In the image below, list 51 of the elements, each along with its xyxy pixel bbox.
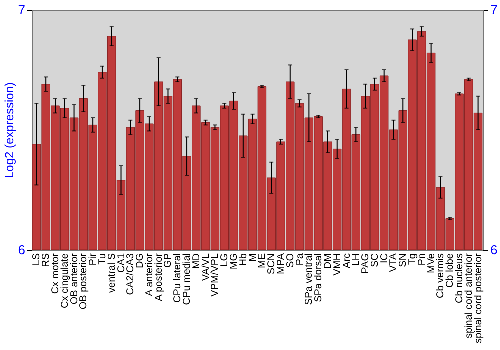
x-tick-label: RS [41,253,52,268]
x-tick-label: SCN [266,254,278,275]
x-tick-label: ME [257,253,268,268]
x-tick-label: spinal cord posterior [473,252,484,344]
x-tick-label: Pir [88,252,100,266]
x-tick-label: ventral S [106,253,118,293]
x-tick-label: LS [32,253,43,266]
x-tick-label: DM [322,254,334,270]
x-tick-label: VPM/VPL [210,253,222,297]
x-tick-label: SN [398,254,410,268]
x-tick-label: LG [220,253,231,267]
y-axis-title: Log2 (expression) [2,82,16,179]
x-tick-label: MD [191,254,202,270]
x-tick-label: Cb vermis [436,254,447,299]
x-tick-label: SPa ventral [304,254,316,306]
x-tick-label: MPA [276,253,287,274]
x-tick-label: CPu medial [182,254,194,306]
y2-tick-label: 7 [490,2,498,18]
x-tick-label: VTA [388,253,400,272]
x-tick-label: SC [370,254,381,268]
x-tick-label: Cb lobe [445,253,456,288]
x-tick-label: MG [229,253,240,270]
x-tick-label: MVe [426,253,438,274]
x-tick-label: spinal cord anterior [464,252,475,339]
y2-tick-label: 6 [490,242,498,258]
x-tick-label: OB anterior [69,252,80,305]
x-tick-label: Tg [408,254,419,266]
x-tick-label: Cb nucleus [454,254,466,304]
x-tick-label: Arc [342,254,353,268]
x-tick-label: PAG [360,253,372,274]
x-tick-label: Hb [238,253,250,266]
x-tick-label: Pn [416,254,428,266]
x-tick-label: DG [135,253,146,268]
x-tick-label: VMH [332,254,344,276]
x-tick-label: OB posterior [78,252,90,310]
x-tick-label: IC [379,254,390,264]
x-tick-label: Tu [97,254,108,265]
x-tick-label: Cx cingulate [60,253,71,309]
x-tick-label: A posterior [154,252,165,302]
x-tick-label: SPa dorsal [314,254,325,302]
x-tick-label: LH [351,254,362,266]
x-tick-label: CA1 [116,253,128,273]
x-tick-label: CA2/CA3 [126,253,137,296]
x-tick-label: M [248,254,259,262]
x-tick-label: A anterior [144,252,156,296]
x-tick-label: CPu lateral [172,254,184,303]
x-tick-label: VA/VL [200,253,212,282]
x-tick-label: Pa [294,253,306,266]
x-tick-label: Cx motor [50,252,62,294]
x-tick-label: GP [163,253,174,268]
x-tick-label: SO [285,253,296,268]
